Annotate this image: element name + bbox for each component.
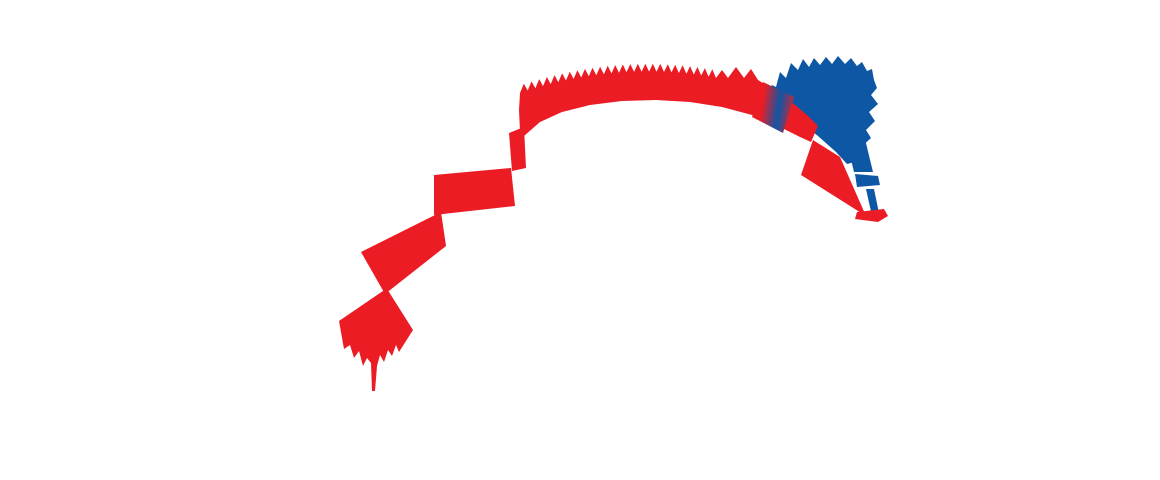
blue-flag-blob (766, 56, 878, 164)
red-tail-foot (855, 209, 888, 222)
red-blue-gradient-blend (752, 82, 794, 133)
checker-segment-upper (434, 168, 515, 215)
ribbon-neck-segment (509, 127, 526, 171)
blue-tail-step-2 (855, 174, 880, 187)
blue-tail-sliver (866, 189, 879, 216)
blue-tail-step-1 (846, 139, 873, 172)
checker-segment-lower (361, 212, 446, 294)
ribbon-crest-band (519, 63, 818, 153)
end-diamond (339, 286, 413, 391)
red-kite-tail (801, 140, 866, 216)
